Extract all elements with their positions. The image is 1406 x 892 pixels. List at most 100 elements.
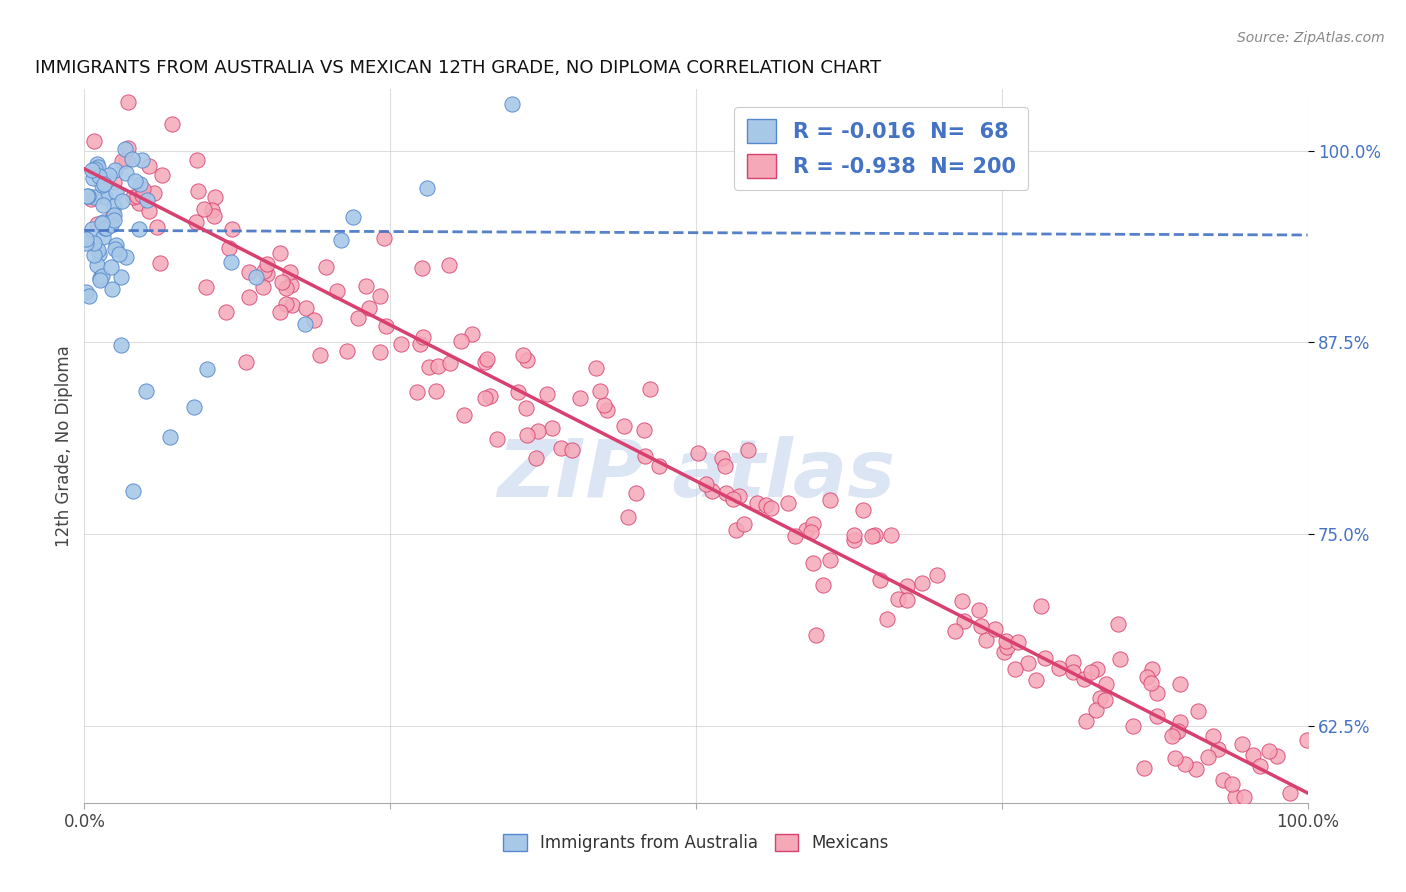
Point (330, 233, 353, 247)
Point (122, 483, 145, 498)
Point (550, 442, 572, 456)
Point (129, 177, 152, 191)
Point (801, 517, 824, 532)
Point (1202, 729, 1225, 743)
Point (1249, 759, 1271, 773)
Point (135, 384, 157, 398)
Point (524, 450, 547, 465)
Point (315, 260, 337, 275)
Point (83, 235, 105, 250)
Point (103, 208, 125, 222)
Point (1074, 714, 1097, 728)
Point (270, 275, 292, 289)
Point (280, 278, 302, 293)
Point (776, 496, 799, 510)
Point (195, 361, 218, 376)
Point (91, 216, 114, 230)
Point (1136, 670, 1159, 684)
Point (82, 171, 104, 186)
Point (783, 529, 806, 543)
Point (238, 265, 260, 279)
Point (94, 221, 117, 235)
Point (1031, 599, 1053, 613)
Point (111, 194, 134, 208)
Point (721, 491, 744, 506)
Point (256, 257, 278, 271)
Point (515, 428, 537, 442)
Point (418, 360, 440, 375)
Point (91, 178, 114, 192)
Point (146, 220, 169, 235)
Point (461, 326, 484, 341)
Point (75, 235, 97, 250)
Point (252, 280, 274, 294)
Point (648, 458, 671, 473)
Point (974, 633, 997, 648)
Point (93, 229, 115, 244)
Text: ZIP atlas: ZIP atlas (496, 435, 896, 514)
Point (278, 265, 301, 279)
Point (83, 190, 105, 204)
Point (1258, 744, 1281, 758)
Point (1206, 741, 1229, 756)
Point (437, 259, 460, 273)
Point (160, 117, 183, 131)
Point (75, 285, 97, 300)
Point (370, 289, 392, 303)
Point (1140, 662, 1163, 676)
Point (128, 222, 150, 236)
Point (187, 184, 209, 198)
Point (818, 492, 841, 507)
Point (159, 430, 181, 444)
Point (128, 196, 150, 211)
Point (561, 442, 583, 457)
Point (87, 160, 110, 174)
Point (1164, 751, 1187, 765)
Point (799, 525, 821, 540)
Point (804, 628, 827, 642)
Point (733, 517, 755, 532)
Point (94, 220, 117, 235)
Point (107, 246, 129, 260)
Point (1174, 756, 1197, 771)
Point (1004, 662, 1026, 676)
Point (131, 188, 153, 202)
Point (450, 334, 472, 348)
Point (103, 199, 125, 213)
Point (416, 180, 439, 194)
Point (1090, 690, 1112, 705)
Point (80, 192, 103, 206)
Point (745, 496, 768, 510)
Point (1109, 652, 1132, 666)
Point (811, 578, 834, 592)
Point (887, 591, 910, 606)
Point (596, 402, 619, 417)
Point (1295, 732, 1317, 747)
Point (710, 450, 733, 465)
Point (1085, 662, 1108, 676)
Point (1185, 762, 1208, 776)
Point (101, 208, 124, 222)
Point (87, 243, 110, 257)
Point (89, 271, 111, 285)
Point (87, 169, 110, 183)
Point (93, 177, 115, 191)
Point (474, 355, 496, 369)
Point (294, 317, 316, 331)
Point (879, 528, 901, 542)
Point (124, 174, 146, 188)
Point (863, 528, 886, 542)
Point (138, 203, 160, 218)
Point (1160, 729, 1182, 743)
Point (634, 449, 657, 463)
Point (1007, 634, 1029, 648)
Point (512, 347, 534, 361)
Point (127, 189, 149, 203)
Point (943, 624, 966, 639)
Point (149, 256, 172, 270)
Point (235, 354, 257, 368)
Point (138, 159, 160, 173)
Point (121, 190, 143, 204)
Point (737, 442, 759, 457)
Point (114, 153, 136, 167)
